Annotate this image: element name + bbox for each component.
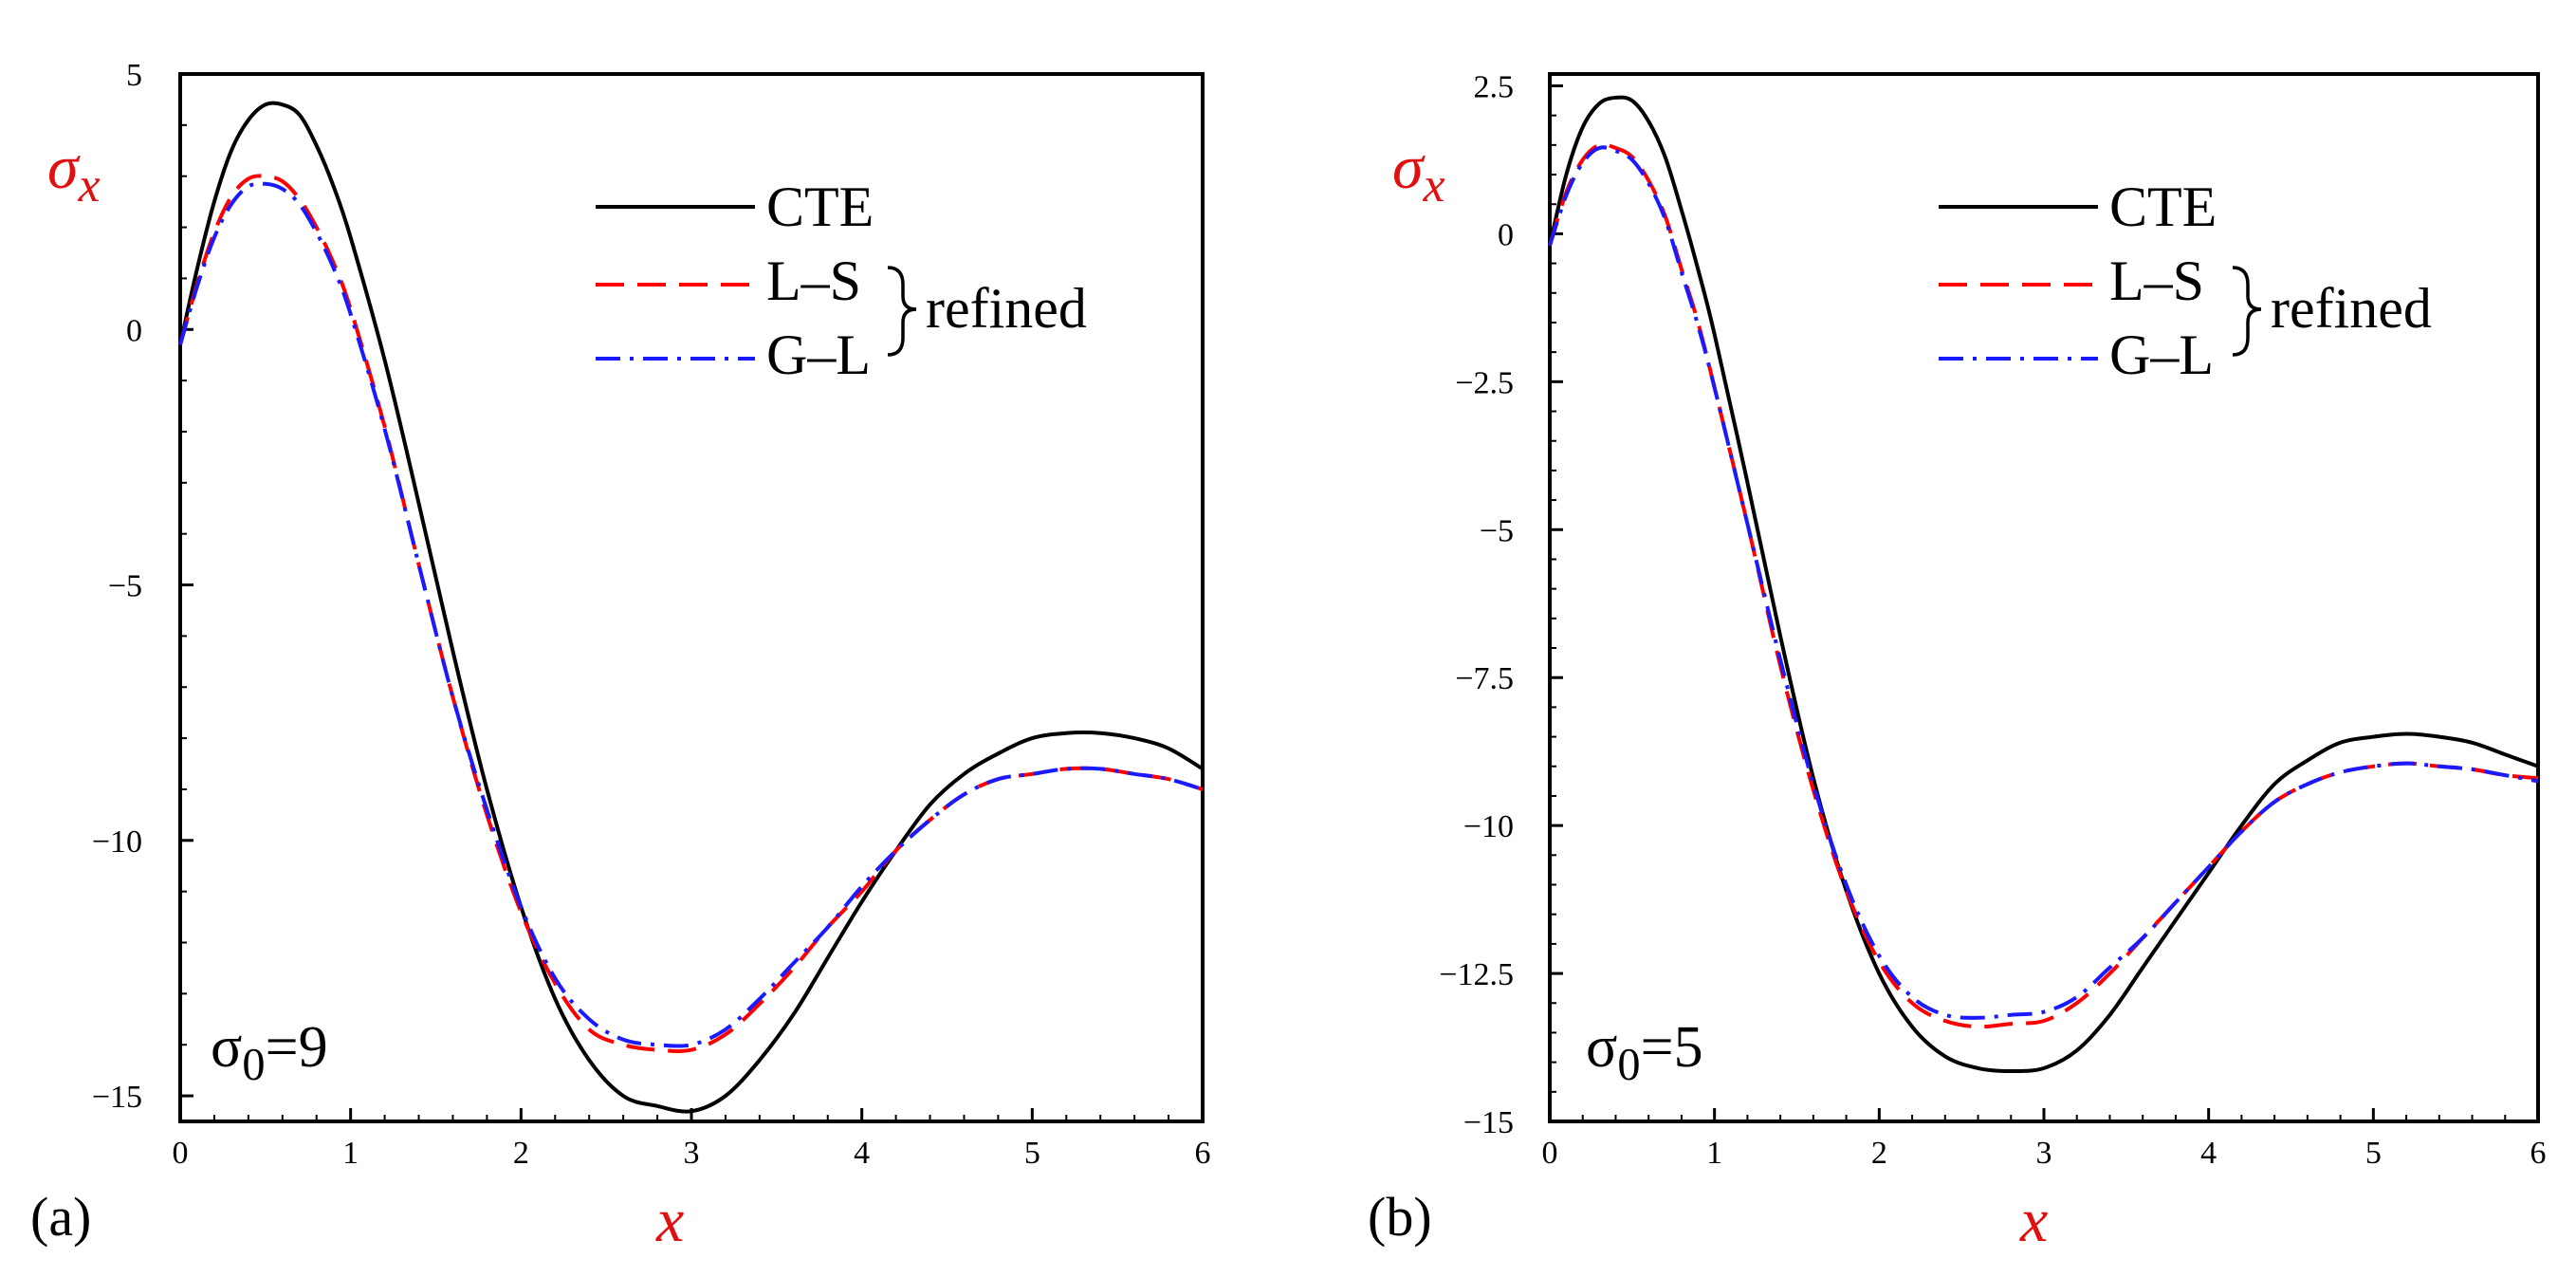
panel-a-xlabel: x (655, 1186, 684, 1255)
panel-b-xticks: 0 1 2 3 4 5 6 (1542, 1108, 2547, 1171)
panel-b-xtick-label-4: 4 (2200, 1136, 2217, 1171)
panel-b: 2.5 0 −2.5 −5 −7.5 −10 −12.5 −15 0 1 2 3 4 5 6 CTE L–… (1368, 69, 2547, 1255)
panel-b-ytick-label-6: −12.5 (1439, 957, 1514, 992)
panel-b-ytick-label-2: −2.5 (1455, 365, 1514, 400)
panel-b-series-cte-line (1548, 95, 2539, 1074)
panel-b-xtick-label-5: 5 (2365, 1136, 2382, 1171)
panel-a-xtick-label-5: 5 (1024, 1136, 1040, 1171)
panel-a-xtick-label-1: 1 (342, 1136, 359, 1171)
subscript: 0 (242, 1040, 265, 1090)
panel-b-plot-lines (1548, 95, 2539, 1074)
legend-b-group-label: refined (2271, 277, 2432, 340)
panel-b-frame (1548, 72, 2540, 1123)
panel-b-ylabel: σx (1392, 133, 1445, 213)
panel-b-ytick-label-5: −10 (1463, 809, 1514, 844)
panel-b-label: (b) (1368, 1186, 1432, 1248)
panel-a-ytick-label-2: −5 (108, 569, 142, 604)
legend-b-cte-label: CTE (2109, 176, 2217, 238)
panel-a-xtick-label-4: 4 (854, 1136, 870, 1171)
legend-a-cte-label: CTE (766, 176, 874, 238)
panel-b-annotation: σ0=5 (1586, 1015, 1703, 1090)
legend-a-brace (887, 266, 917, 357)
panel-b-ytick-label-7: −15 (1463, 1105, 1514, 1140)
panel-b-ytick-label-0: 2.5 (1474, 69, 1515, 104)
panel-a-xtick-label-0: 0 (173, 1136, 189, 1171)
panel-b-series-gl-line (1548, 145, 2539, 1020)
panel-b-xtick-label-6: 6 (2530, 1136, 2547, 1171)
panel-a-xtick-label-6: 6 (1195, 1136, 1211, 1171)
panel-a-ylabel-text: σx (47, 133, 101, 213)
panel-b-ylabel-text: σx (1392, 133, 1445, 213)
panel-a-xtick-label-2: 2 (513, 1136, 529, 1171)
subscript: x (78, 158, 101, 213)
panel-b-ytick-label-1: 0 (1498, 217, 1514, 252)
sigma-glyph: σ (47, 133, 81, 202)
legend-a-group-label: refined (926, 277, 1087, 340)
annotation-tail: =9 (266, 1015, 328, 1080)
panel-a-ytick-label-1: 0 (126, 313, 142, 348)
panel-b-legend: CTE L–S G–L refined (1939, 176, 2432, 386)
panel-b-xtick-label-2: 2 (1871, 1136, 1887, 1171)
legend-a-gl-label: G–L (766, 324, 871, 386)
legend-b-ls-label: L–S (2109, 250, 2204, 312)
panel-a-series-gl-line (178, 181, 1204, 1048)
sigma-glyph: σ (211, 1015, 242, 1080)
sigma-glyph: σ (1392, 133, 1426, 202)
panel-a: 5 0 −5 −10 −15 0 1 2 3 4 5 6 CTE L–S G–L refined σ… (30, 58, 1211, 1255)
panel-a-annotation: σ0=9 (211, 1015, 328, 1090)
subscript: x (1423, 158, 1445, 213)
panel-b-xtick-label-1: 1 (1706, 1136, 1722, 1171)
panel-a-xticks: 0 1 2 3 4 5 6 (173, 1108, 1211, 1171)
panel-a-yticks: 5 0 −5 −10 −15 (92, 58, 193, 1115)
sigma-glyph: σ (1586, 1015, 1617, 1080)
legend-b-gl-label: G–L (2109, 324, 2214, 386)
subscript: 0 (1617, 1040, 1640, 1090)
panel-b-xtick-label-0: 0 (1542, 1136, 1558, 1171)
panel-a-xtick-label-3: 3 (684, 1136, 700, 1171)
panel-a-ytick-label-4: −15 (92, 1080, 142, 1115)
panel-a-label: (a) (30, 1186, 91, 1248)
panel-a-plot-lines (178, 101, 1205, 1114)
panel-a-ylabel: σx (47, 133, 101, 213)
panel-b-ytick-label-4: −7.5 (1455, 661, 1514, 696)
panel-a-legend: CTE L–S G–L refined (596, 176, 1087, 386)
legend-a-ls-label: L–S (766, 250, 861, 312)
panel-a-frame (178, 72, 1205, 1123)
panel-b-xlabel: x (2019, 1186, 2048, 1255)
panel-b-ytick-label-3: −5 (1480, 513, 1514, 548)
panel-b-yticks: 2.5 0 −2.5 −5 −7.5 −10 −12.5 −15 (1439, 69, 1563, 1140)
annotation-tail: =5 (1641, 1015, 1703, 1080)
panel-a-series-cte-line (178, 101, 1205, 1114)
panel-a-ytick-label-3: −10 (92, 824, 142, 860)
panel-b-xtick-label-3: 3 (2036, 1136, 2052, 1171)
legend-b-brace (2232, 266, 2262, 357)
panel-a-ytick-label-0: 5 (126, 58, 142, 93)
